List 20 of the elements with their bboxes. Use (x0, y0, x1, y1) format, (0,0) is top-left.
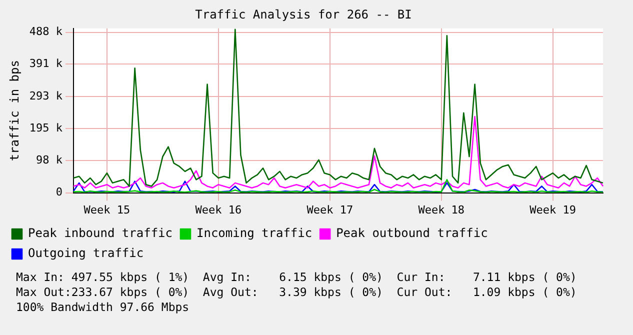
legend-label: Peak inbound traffic (28, 226, 172, 240)
x-tick-label: Week 15 (84, 203, 130, 216)
y-tick-label: 0 (56, 186, 63, 199)
x-tick-label: Week 16 (195, 203, 242, 216)
text: Max Out:233.67 kbps ( 0%) Avg Out: 3.39 kbps ( 0%) Cur Out: 1.09 kbps ( 0%) (16, 285, 578, 300)
x-tick-label: Week 19 (530, 203, 576, 216)
text: 100% Bandwidth 97.66 Mbps (16, 300, 190, 315)
x-tick-label: Week 18 (418, 203, 465, 216)
x-tick-label: Week 17 (306, 203, 354, 216)
y-tick-label: 98 k (36, 153, 63, 166)
legend-label: Incoming traffic (196, 226, 312, 240)
legend-label: Peak outbound traffic (336, 226, 488, 240)
y-tick-label: 195 k (29, 122, 63, 135)
y-tick-label: 488 k (29, 25, 63, 38)
y-tick-label: 391 k (29, 57, 63, 70)
chart-title: Traffic Analysis for 266 -- BI (195, 7, 412, 22)
text: Max In: 497.55 kbps ( 1%) Avg In: 6.15 kbps ( 0%) Cur In: 7.11 kbps ( 0%) (16, 270, 578, 285)
legend-label: Outgoing traffic (28, 246, 144, 260)
y-axis-title: traffic in bps (7, 60, 22, 162)
y-tick-label: 293 k (29, 89, 63, 102)
